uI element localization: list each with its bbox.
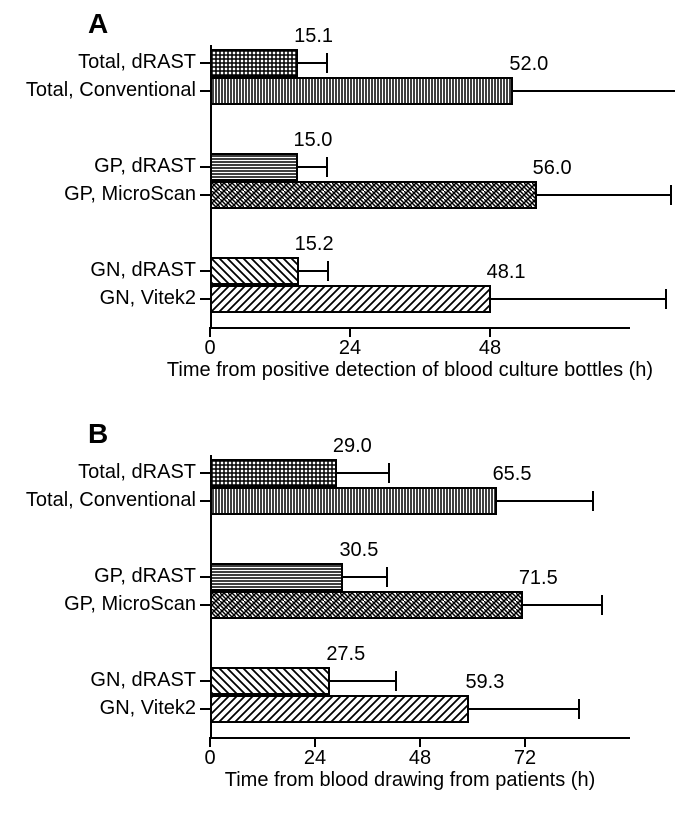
error-cap [670, 185, 672, 205]
x-tick [209, 327, 211, 337]
bar-value-label: 59.3 [465, 671, 504, 694]
panel-label-b: B [88, 418, 108, 450]
error-bar [497, 500, 593, 502]
panel-label-a: A [88, 8, 108, 40]
x-tick-label: 0 [204, 747, 215, 770]
bar [210, 563, 343, 591]
x-tick [419, 737, 421, 747]
y-tick-label: GP, dRAST [94, 565, 196, 588]
bar-value-label: 52.0 [509, 53, 548, 76]
y-tick-label: GN, Vitek2 [100, 287, 196, 310]
bar-value-label: 29.0 [333, 435, 372, 458]
error-cap [578, 699, 580, 719]
error-bar [343, 576, 387, 578]
y-tick [200, 708, 210, 710]
y-tick-label: Total, Conventional [26, 79, 196, 102]
error-cap [326, 157, 328, 177]
error-bar [513, 90, 675, 92]
bar [210, 667, 330, 695]
bar [210, 77, 513, 105]
bar [210, 591, 523, 619]
error-bar [330, 680, 396, 682]
bar-value-label: 30.5 [339, 539, 378, 562]
y-tick-label: Total, dRAST [78, 51, 196, 74]
x-tick-label: 24 [339, 337, 361, 360]
error-cap [327, 261, 329, 281]
error-cap [326, 53, 328, 73]
bar [210, 695, 469, 723]
x-axis [210, 327, 630, 329]
y-tick [200, 680, 210, 682]
y-tick-label: Total, Conventional [26, 489, 196, 512]
error-bar [469, 708, 578, 710]
y-tick [200, 194, 210, 196]
error-bar [298, 62, 327, 64]
bar-value-label: 15.0 [294, 129, 333, 152]
error-bar [337, 472, 390, 474]
x-tick-label: 24 [304, 747, 326, 770]
bar-value-label: 56.0 [533, 157, 572, 180]
y-tick-label: GN, dRAST [90, 669, 196, 692]
error-cap [386, 567, 388, 587]
x-axis-title: Time from positive detection of blood cu… [150, 359, 670, 382]
y-tick [200, 270, 210, 272]
error-bar [537, 194, 671, 196]
bar [210, 181, 537, 209]
error-cap [388, 463, 390, 483]
error-cap [395, 671, 397, 691]
bar-value-label: 15.2 [295, 233, 334, 256]
y-tick [200, 166, 210, 168]
y-tick [200, 500, 210, 502]
y-tick-label: Total, dRAST [78, 461, 196, 484]
error-cap [592, 491, 594, 511]
bar [210, 153, 298, 181]
bar-value-label: 71.5 [519, 567, 558, 590]
x-tick [489, 327, 491, 337]
y-tick [200, 576, 210, 578]
x-tick [524, 737, 526, 747]
bar-value-label: 15.1 [294, 25, 333, 48]
x-axis-title: Time from blood drawing from patients (h… [150, 769, 670, 792]
y-tick [200, 298, 210, 300]
error-bar [298, 166, 327, 168]
x-tick [349, 327, 351, 337]
bar [210, 487, 497, 515]
y-tick-label: GP, MicroScan [64, 183, 196, 206]
bar-value-label: 65.5 [493, 463, 532, 486]
y-tick-label: GP, dRAST [94, 155, 196, 178]
error-cap [665, 289, 667, 309]
y-tick-label: GP, MicroScan [64, 593, 196, 616]
error-bar [299, 270, 328, 272]
error-cap [601, 595, 603, 615]
x-tick-label: 0 [204, 337, 215, 360]
x-tick-label: 48 [479, 337, 501, 360]
bar [210, 459, 337, 487]
x-tick [209, 737, 211, 747]
bar [210, 49, 298, 77]
y-tick [200, 472, 210, 474]
y-tick [200, 90, 210, 92]
bar [210, 285, 491, 313]
y-tick-label: GN, dRAST [90, 259, 196, 282]
bar-value-label: 27.5 [326, 643, 365, 666]
y-tick [200, 604, 210, 606]
error-bar [491, 298, 666, 300]
x-tick [314, 737, 316, 747]
y-tick-label: GN, Vitek2 [100, 697, 196, 720]
bar [210, 257, 299, 285]
bar-value-label: 48.1 [487, 261, 526, 284]
error-bar [523, 604, 602, 606]
y-tick [200, 62, 210, 64]
x-tick-label: 48 [409, 747, 431, 770]
x-tick-label: 72 [514, 747, 536, 770]
